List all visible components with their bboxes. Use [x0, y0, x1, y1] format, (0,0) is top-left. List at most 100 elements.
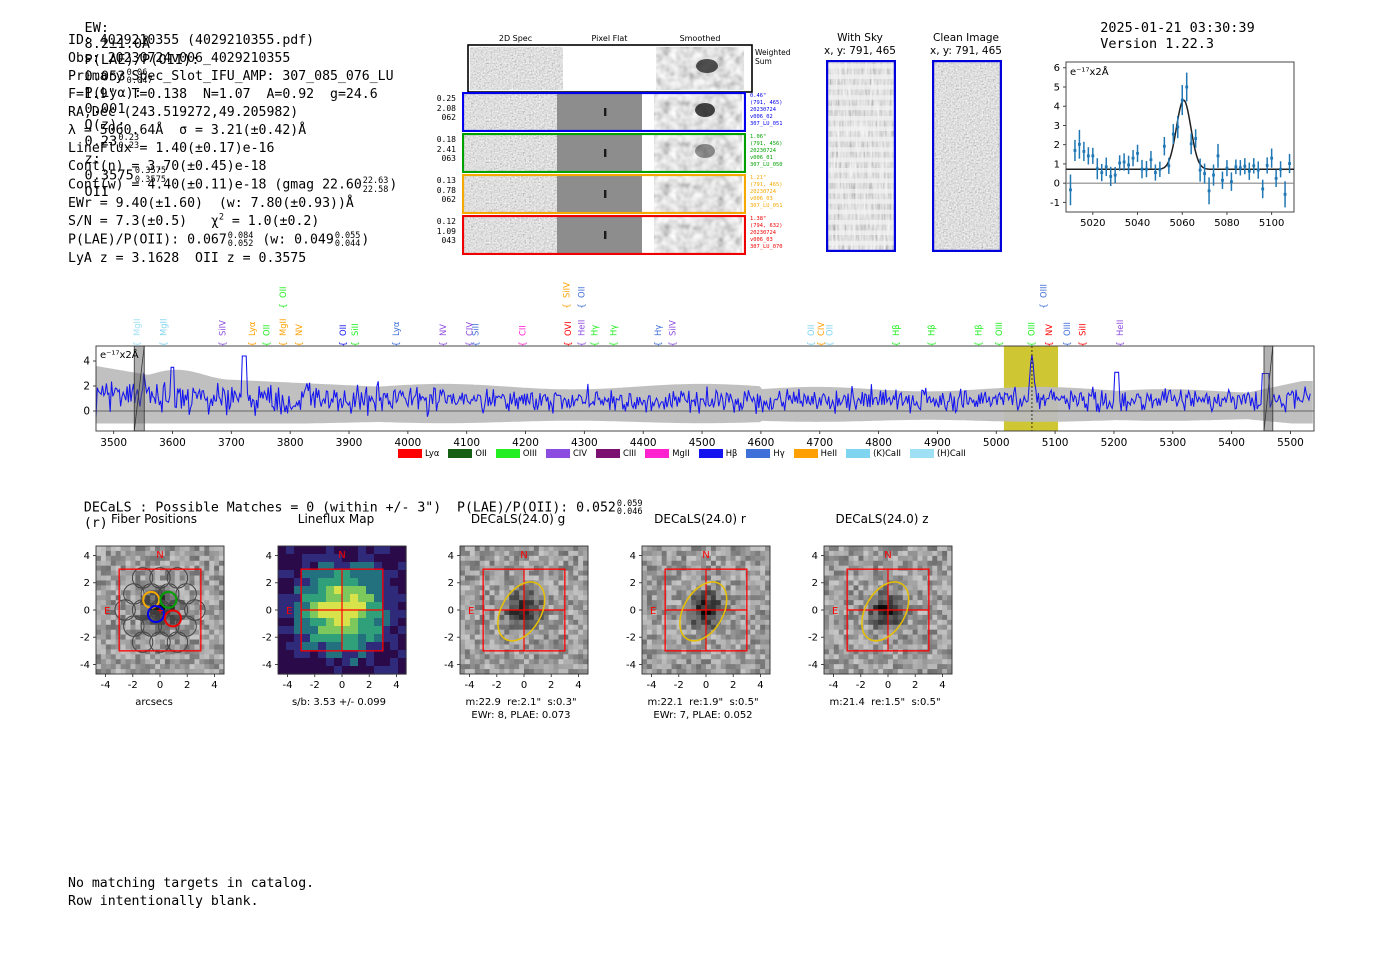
- svg-text:SiIV: SiIV: [562, 282, 572, 298]
- svg-text:-4: -4: [647, 680, 657, 691]
- svg-text:2: 2: [812, 578, 818, 589]
- qz-value: 0.23: [84, 133, 118, 150]
- svg-text:-2: -2: [626, 633, 636, 644]
- sky-title-text: With Sky: [837, 32, 883, 44]
- svg-text:4: 4: [812, 551, 818, 562]
- legend-item: CIII: [596, 448, 636, 458]
- svg-text:3: 3: [1054, 121, 1060, 132]
- svg-text:{: {: [1045, 341, 1055, 347]
- svg-text:-2: -2: [310, 680, 320, 691]
- svg-text:NV: NV: [438, 324, 448, 336]
- svg-text:MgII: MgII: [159, 319, 169, 336]
- svg-text:2: 2: [730, 680, 736, 691]
- fiber-row[interactable]: [461, 132, 747, 174]
- info-continuum-narrow: Cont(n) = 3.70(±0.45)e-18: [68, 159, 267, 175]
- svg-text:Hγ: Hγ: [589, 325, 599, 336]
- legend-label: OIII: [522, 448, 537, 458]
- svg-text:CIV: CIV: [465, 322, 475, 336]
- svg-text:-4: -4: [626, 660, 636, 671]
- bottom-note-line-1: No matching targets in catalog.: [68, 876, 315, 891]
- svg-text:{: {: [1063, 341, 1073, 347]
- svg-text:CII: CII: [518, 325, 528, 336]
- svg-text:e⁻¹⁷x2Å: e⁻¹⁷x2Å: [1070, 65, 1109, 78]
- legend-swatch: [698, 448, 723, 458]
- svg-text:2: 2: [448, 578, 454, 589]
- svg-text:OII: OII: [278, 286, 288, 298]
- sky-image[interactable]: [825, 59, 897, 256]
- legend-label: CIV: [572, 448, 587, 458]
- svg-text:{: {: [654, 341, 664, 347]
- svg-text:N: N: [702, 550, 709, 561]
- svg-text:-2: -2: [492, 680, 502, 691]
- decals-header-text: DECaLS : Possible Matches = 0 (within +/…: [83, 500, 616, 516]
- svg-text:{: {: [995, 341, 1005, 347]
- svg-text:5: 5: [1054, 82, 1060, 93]
- svg-text:4500: 4500: [689, 437, 716, 449]
- svg-text:5200: 5200: [1101, 437, 1128, 449]
- legend-label: (H)CaII: [937, 448, 966, 458]
- svg-text:NV: NV: [294, 324, 304, 336]
- fiber-row[interactable]: [461, 173, 747, 215]
- legend-swatch: [793, 448, 818, 458]
- svg-text:OII: OII: [825, 324, 835, 336]
- cutout-title: Lineflux Map: [297, 512, 375, 526]
- qz-uncertainty: 0.23 0.23: [118, 132, 140, 152]
- cutout-footer-stats: s/b: 3.53 +/- 0.099: [291, 697, 387, 708]
- svg-text:4: 4: [211, 680, 217, 691]
- svg-text:{: {: [160, 341, 170, 347]
- svg-text:0: 0: [703, 680, 709, 691]
- svg-text:-1: -1: [1050, 198, 1060, 209]
- sky-image[interactable]: [931, 59, 1003, 256]
- svg-text:2: 2: [266, 578, 272, 589]
- fiber-row[interactable]: [461, 91, 747, 133]
- svg-text:-4: -4: [283, 680, 293, 691]
- svg-text:0: 0: [157, 680, 163, 691]
- svg-text:-4: -4: [465, 680, 475, 691]
- legend-label: (K)CaII: [873, 448, 902, 458]
- svg-text:-4: -4: [262, 660, 272, 671]
- fiber-row-stats: 0.13 0.78 062: [436, 176, 456, 205]
- svg-text:-2: -2: [80, 633, 90, 644]
- legend-item: CIV: [545, 448, 587, 458]
- svg-text:{: {: [563, 303, 573, 309]
- svg-text:SiIV: SiIV: [668, 320, 678, 336]
- svg-text:CIV: CIV: [816, 322, 826, 336]
- legend-swatch: [448, 448, 473, 458]
- svg-text:-2: -2: [128, 680, 138, 691]
- svg-text:4: 4: [448, 551, 454, 562]
- legend-item: (H)CaII: [910, 448, 966, 458]
- svg-text:OII: OII: [262, 324, 272, 336]
- svg-text:Lyα: Lyα: [391, 321, 401, 336]
- svg-text:-4: -4: [101, 680, 111, 691]
- fiber-row[interactable]: [461, 214, 747, 256]
- svg-text:3900: 3900: [336, 437, 363, 449]
- weighted-sum-row: [467, 44, 753, 93]
- svg-text:4400: 4400: [630, 437, 657, 449]
- spectrum-chart: 0 2 4 3500 3600 3700 3800 3900 4000 4100 4200 4300 4…: [83, 282, 1315, 449]
- cutout-title: DECaLS(24.0) r: [654, 512, 746, 526]
- svg-text:5400: 5400: [1218, 437, 1245, 449]
- svg-text:OIII: OIII: [1062, 322, 1072, 336]
- legend-item: Hβ: [698, 448, 737, 458]
- ew-value: 8.2±1.0Å: [84, 36, 151, 52]
- svg-text:4100: 4100: [453, 437, 480, 449]
- detection-info-block: ID: 4029210355 (4029210355.pdf) Obs: 202…: [68, 32, 397, 268]
- legend-item: (K)CaII: [846, 448, 901, 458]
- svg-text:5300: 5300: [1159, 437, 1186, 449]
- emission-line-chart: -1 0 1 2 3 4 5 6 5020 5040 5060 5080 5100 e⁻¹⁷x2Å: [1050, 61, 1295, 229]
- legend-label: Lyα: [425, 448, 440, 458]
- svg-text:0: 0: [84, 605, 90, 616]
- column-title-pixelflat: Pixel Flat: [591, 34, 628, 43]
- svg-text:{: {: [263, 341, 273, 347]
- svg-text:4600: 4600: [748, 437, 775, 449]
- svg-text:SiII: SiII: [350, 323, 360, 336]
- svg-text:0: 0: [339, 680, 345, 691]
- svg-text:{: {: [975, 341, 985, 347]
- svg-text:2: 2: [912, 680, 918, 691]
- svg-text:{: {: [610, 341, 620, 347]
